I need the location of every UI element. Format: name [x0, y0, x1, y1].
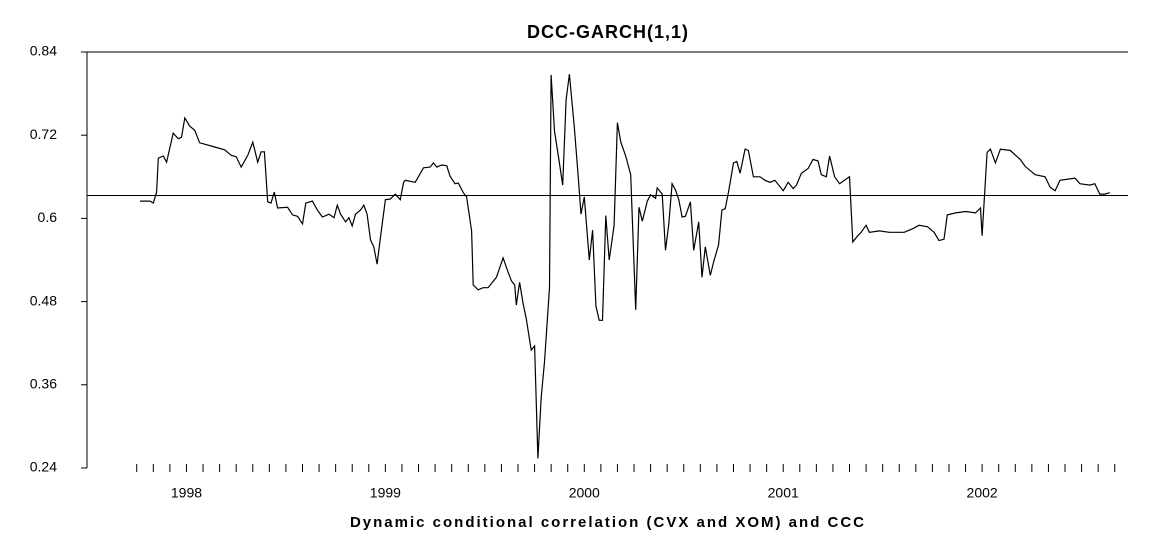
x-axis-label: Dynamic conditional correlation (CVX and…: [350, 514, 866, 531]
x-tick-label: 1999: [370, 485, 401, 501]
y-tick-label: 0.84: [30, 43, 57, 59]
chart-title: DCC-GARCH(1,1): [527, 22, 689, 42]
x-tick-label: 1998: [171, 485, 202, 501]
x-tick-label: 2001: [768, 485, 799, 501]
y-tick-label: 0.6: [38, 209, 58, 225]
y-tick-label: 0.24: [30, 459, 57, 475]
y-tick-label: 0.36: [30, 376, 57, 392]
series-line: [140, 74, 1110, 459]
x-tick-label: 2000: [569, 485, 600, 501]
y-tick-label: 0.48: [30, 292, 57, 308]
x-tick-label: 2002: [967, 485, 998, 501]
y-tick-label: 0.72: [30, 126, 57, 142]
